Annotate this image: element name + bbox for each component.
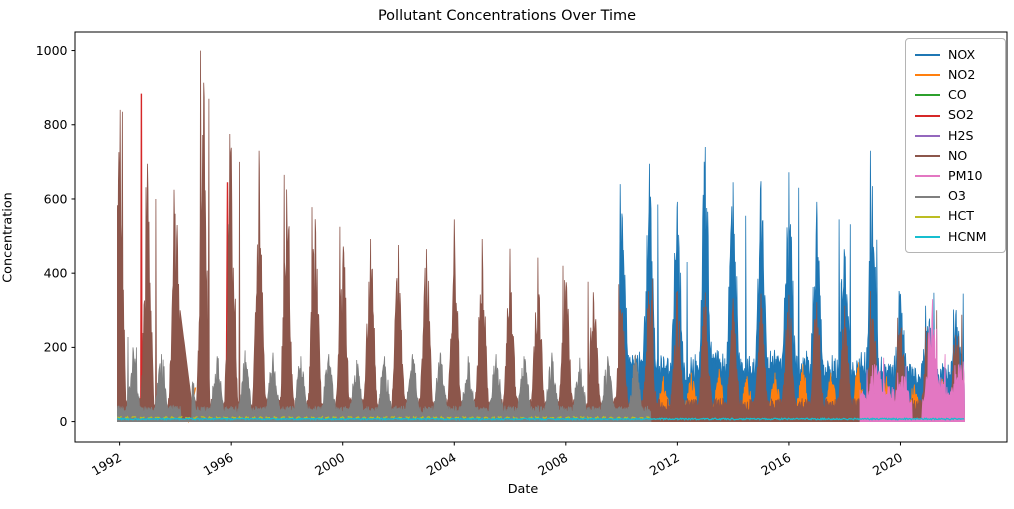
so2-line-swatch [915, 114, 940, 117]
legend-item-no2: NO2 [915, 65, 997, 85]
legend: NOX NO2 CO SO2 H2S NO PM10 O3 HCT HCNM [905, 38, 1006, 253]
legend-item-h2s: H2S [915, 126, 997, 146]
no2-line-swatch [915, 74, 940, 77]
x-tick-label: 2000 [312, 450, 347, 479]
legend-item-o3: O3 [915, 187, 997, 207]
legend-item-hct: HCT [915, 207, 997, 227]
y-tick-label: 1000 [36, 43, 68, 58]
series-o3 [117, 336, 652, 422]
x-tick-label: 2016 [758, 450, 793, 479]
legend-item-hcnm: HCNM [915, 227, 997, 247]
no-line-swatch [915, 155, 940, 158]
chart-title: Pollutant Concentrations Over Time [377, 8, 637, 24]
x-tick-label: 2012 [647, 450, 682, 479]
y-tick-label: 600 [44, 191, 68, 206]
legend-item-nox: NOX [915, 45, 997, 65]
legend-item-no: NO [915, 146, 997, 166]
o3-line-swatch [915, 195, 940, 198]
series-hct [117, 415, 650, 420]
y-tick-label: 200 [44, 340, 68, 355]
h2s-line-swatch [915, 134, 940, 137]
axes-frame [74, 31, 1008, 443]
series-hcnm [116, 417, 965, 421]
x-tick-label: 2020 [870, 450, 905, 479]
x-tick-label: 2008 [535, 450, 570, 479]
legend-item-co: CO [915, 85, 997, 105]
series-no [117, 50, 966, 422]
y-tick-label: 0 [60, 414, 68, 429]
legend-item-so2: SO2 [915, 106, 997, 126]
x-axis-label: Date [507, 482, 539, 497]
y-tick-label: 800 [44, 117, 68, 132]
y-tick-label: 400 [44, 265, 68, 280]
co-line-swatch [915, 94, 940, 97]
x-tick-label: 1996 [201, 450, 236, 479]
x-tick-label: 1992 [89, 450, 124, 479]
pm10-line-swatch [915, 175, 940, 178]
hcnm-line-swatch [915, 235, 940, 238]
hct-line-swatch [915, 215, 940, 218]
nox-line-swatch [915, 54, 940, 56]
legend-item-pm10: PM10 [915, 166, 997, 186]
x-tick-label: 2004 [424, 450, 459, 479]
